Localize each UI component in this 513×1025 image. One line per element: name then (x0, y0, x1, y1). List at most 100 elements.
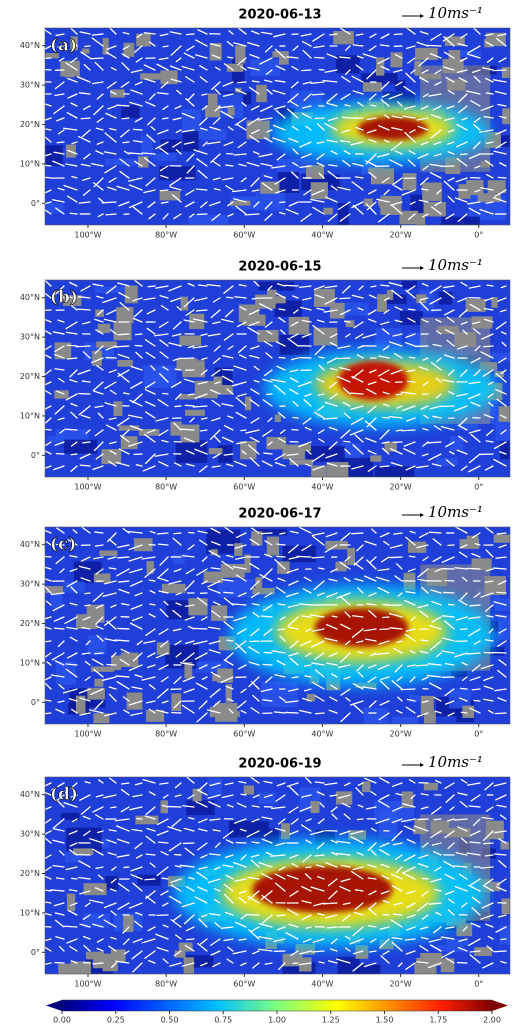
wind-arrow (405, 45, 416, 50)
land-gray (423, 782, 438, 791)
wind-arrow (241, 101, 247, 107)
wind-arrow (397, 696, 403, 702)
wind-arrow (45, 600, 52, 606)
wind-arrow (486, 614, 494, 618)
wind-arrow (468, 381, 481, 385)
wind-arrow (337, 186, 351, 191)
wind-arrow (429, 405, 442, 410)
wind-arrow (66, 626, 78, 630)
wind-arrow (128, 184, 143, 191)
wind-arrow (418, 366, 429, 371)
x-tick-label: 0° (474, 231, 483, 240)
wind-arrow (168, 342, 182, 347)
wind-arrow (430, 206, 442, 215)
wind-arrow (184, 616, 195, 621)
wind-arrow (446, 316, 455, 323)
wind-arrow (185, 189, 195, 196)
wind-arrow (350, 836, 364, 844)
wind-arrow (417, 818, 429, 821)
land-gray (145, 710, 165, 722)
wind-arrow (116, 104, 130, 107)
wind-arrow (172, 537, 182, 546)
wind-arrow (240, 65, 247, 71)
wind-arrow (484, 465, 494, 471)
wind-arrow (261, 182, 273, 191)
wind-arrow (343, 412, 351, 419)
map-frame (44, 279, 511, 478)
wind-arrow (52, 160, 65, 167)
wind-arrow (123, 709, 130, 714)
colorbar-extend-high (492, 1000, 508, 1011)
wind-arrow (304, 426, 312, 431)
wind-arrow (496, 886, 507, 892)
wind-arrow (403, 85, 416, 95)
wind-arrow (469, 707, 481, 714)
wind-arrow (183, 141, 195, 145)
wind-arrow (356, 640, 364, 644)
land-gray (96, 341, 117, 348)
wind-arrow (54, 405, 65, 415)
land-gray (295, 943, 316, 955)
wind-arrow (131, 616, 143, 622)
colorbar: 0.00 0.25 0.50 0.75 1.00 1.25 1.50 1.75 2.00 (46, 999, 508, 1025)
wind-arrow (93, 390, 104, 395)
wind-arrow (285, 208, 299, 215)
wind-arrow (106, 186, 117, 191)
map-panel: 100°W 80°W 60°W 40°W 20°W 0°0°10°N20°N30°N40°… (20, 4, 511, 240)
wind-arrow (161, 700, 169, 704)
wind-arrow (66, 112, 78, 119)
wind-arrow (45, 555, 52, 558)
dark-patch (121, 105, 140, 119)
wind-arrow (447, 151, 455, 155)
wind-arrow (460, 321, 468, 325)
wind-arrow (156, 63, 169, 71)
wind-arrow (485, 806, 494, 812)
wind-arrow (430, 114, 442, 119)
wind-arrow (352, 615, 364, 618)
wind-arrow (314, 652, 325, 660)
land-gray (413, 825, 427, 835)
wind-arrow (212, 321, 221, 325)
wind-arrow (170, 45, 182, 56)
wind-arrow (363, 962, 377, 968)
wind-arrow (432, 105, 442, 111)
wind-arrow (128, 700, 143, 706)
wind-arrow (395, 81, 403, 87)
wind-arrow (220, 926, 234, 929)
wind-arrow (251, 805, 260, 808)
wind-arrow (432, 556, 442, 563)
wind-arrow (163, 600, 169, 606)
land-gray (184, 662, 193, 679)
wind-arrow (286, 874, 299, 880)
wind-arrow (117, 580, 130, 583)
wind-arrow (103, 919, 117, 928)
wind-arrow (172, 321, 182, 330)
wind-arrow (213, 435, 221, 443)
wind-arrow (304, 393, 312, 397)
colorbar-tick-label: 2.00 (483, 1016, 501, 1025)
wind-arrow (419, 926, 429, 930)
wind-arrow (159, 189, 169, 192)
wind-arrow (427, 663, 442, 666)
wind-arrow (224, 309, 234, 318)
wind-arrow (397, 962, 403, 968)
wind-arrow (278, 866, 286, 871)
wind-arrow (381, 416, 390, 419)
wind-arrow (108, 177, 117, 183)
wind-arrow (389, 556, 403, 559)
wind-arrow (211, 213, 221, 221)
wind-arrow (184, 404, 195, 407)
wind-arrow (488, 628, 494, 634)
y-tick-label: 20°N (20, 372, 40, 381)
wind-arrow (170, 878, 182, 884)
wind-arrow (391, 818, 403, 824)
wind-arrow (115, 825, 130, 832)
wind-arrow (496, 878, 507, 886)
wind-arrow (472, 28, 481, 35)
wind-arrow (262, 914, 273, 924)
x-tick-label: 40°W (311, 980, 333, 989)
wind-arrow (169, 177, 182, 187)
wind-arrow (141, 152, 156, 155)
wind-arrow (391, 936, 403, 940)
wind-arrow (95, 568, 104, 575)
